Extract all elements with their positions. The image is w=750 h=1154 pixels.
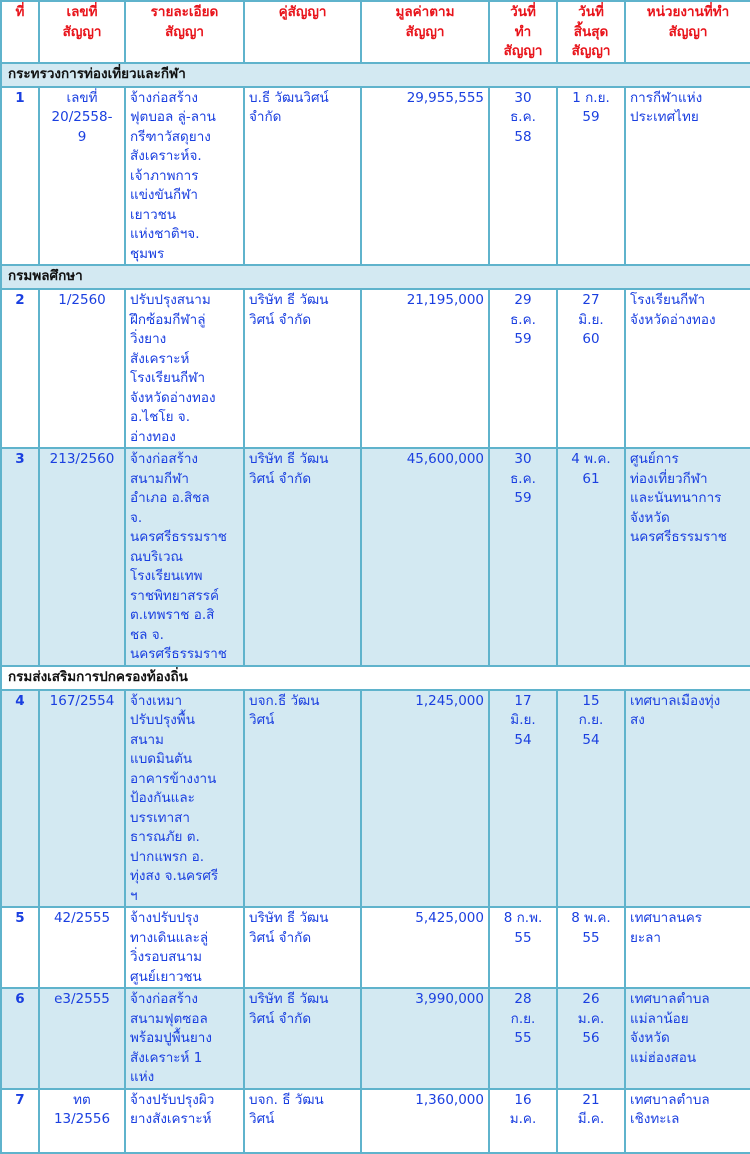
- cell-contractor: บ.ธี วัฒนวิศน์ จำกัด: [243, 85, 362, 266]
- header-col-details: รายละเอียด สัญญา: [124, 0, 245, 64]
- cell-index: 3: [0, 447, 40, 667]
- cell-value: 3,990,000: [360, 987, 490, 1090]
- cell-start-date: 8 ก.พ. 55: [488, 906, 558, 989]
- cell-contract-no: 1/2560: [38, 288, 126, 449]
- cell-index: 7: [0, 1087, 40, 1154]
- table-row: 5 42/2555 จ้างปรับปรุง ทางเดินและลู่ วิ่งร…: [0, 906, 750, 989]
- cell-contractor: บจก. ธี วัฒน วิศน์: [243, 1087, 362, 1154]
- cell-contract-no: 42/2555: [38, 906, 126, 989]
- cell-contract-no: เลขที่ 20/2558- 9: [38, 85, 126, 266]
- header-col-contract-no: เลขที่ สัญญา: [38, 0, 126, 64]
- cell-start-date: 30 ธ.ค. 58: [488, 85, 558, 266]
- cell-contractor: บริษัท ธี วัฒน วิศน์ จำกัด: [243, 987, 362, 1090]
- section-row: กรมส่งเสริมการปกครองท้องถิ่น: [0, 664, 750, 691]
- cell-details: จ้างปรับปรุงผิว ยางสังเคราะห์: [124, 1087, 245, 1154]
- cell-end-date: 27 มิ.ย. 60: [556, 288, 626, 449]
- cell-value: 1,245,000: [360, 688, 490, 908]
- table-row: 2 1/2560 ปรับปรุงสนาม ฝึกซ้อมกีฬาลู่ วิ่งย…: [0, 288, 750, 449]
- cell-contract-no: ทต 13/2556: [38, 1087, 126, 1154]
- cell-agency: การกีฬาแห่ง ประเทศไทย: [624, 85, 750, 266]
- header-row: ที่ เลขที่ สัญญา รายละเอียด สัญญา คู่สัญญาม…: [0, 0, 750, 64]
- cell-details: จ้างก่อสร้าง ฟุตบอล ลู่-ลาน กรีฑาวัสดุยา…: [124, 85, 245, 266]
- cell-start-date: 16 ม.ค.: [488, 1087, 558, 1154]
- header-col-start-date: วันที่ ทำ สัญญา: [488, 0, 558, 64]
- cell-agency: เทศบาลนคร ยะลา: [624, 906, 750, 989]
- cell-value: 21,195,000: [360, 288, 490, 449]
- cell-index: 4: [0, 688, 40, 908]
- section-title: กระทรวงการท่องเที่ยวและกีฬา: [0, 61, 750, 88]
- table-row: 1 เลขที่ 20/2558- 9 จ้างก่อสร้าง ฟุตบอล ลู…: [0, 85, 750, 266]
- cell-contractor: บริษัท ธี วัฒน วิศน์ จำกัด: [243, 447, 362, 667]
- header-col-end-date: วันที่ สิ้นสุด สัญญา: [556, 0, 626, 64]
- cell-agency: โรงเรียนกีฬา จังหวัดอ่างทอง: [624, 288, 750, 449]
- cell-contract-no: 167/2554: [38, 688, 126, 908]
- header-col-agency: หน่วยงานที่ทำ สัญญา: [624, 0, 750, 64]
- cell-details: ปรับปรุงสนาม ฝึกซ้อมกีฬาลู่ วิ่งยาง สังเ…: [124, 288, 245, 449]
- header-col-contractor: คู่สัญญา: [243, 0, 362, 64]
- cell-value: 1,360,000: [360, 1087, 490, 1154]
- cell-value: 5,425,000: [360, 906, 490, 989]
- section-row: กรมพลศึกษา: [0, 264, 750, 290]
- cell-end-date: 21 มี.ค.: [556, 1087, 626, 1154]
- section-row: กระทรวงการท่องเที่ยวและกีฬา: [0, 61, 750, 88]
- cell-details: จ้างก่อสร้าง สนามกีฬา อำเภอ อ.สิชล จ. นค…: [124, 447, 245, 667]
- header-col-index: ที่: [0, 0, 40, 64]
- section-title: กรมส่งเสริมการปกครองท้องถิ่น: [0, 664, 750, 691]
- cell-contractor: บริษัท ธี วัฒน วิศน์ จำกัด: [243, 288, 362, 449]
- table-row: 3 213/2560 จ้างก่อสร้าง สนามกีฬา อำเภอ อ.ส…: [0, 447, 750, 667]
- cell-index: 5: [0, 906, 40, 989]
- header-col-value: มูลค่าตาม สัญญา: [360, 0, 490, 64]
- cell-contract-no: e3/2555: [38, 987, 126, 1090]
- table-row: 7 ทต 13/2556 จ้างปรับปรุงผิว ยางสังเคราะห์…: [0, 1087, 750, 1154]
- cell-end-date: 15 ก.ย. 54: [556, 688, 626, 908]
- cell-agency: ศูนย์การ ท่องเที่ยวกีฬา และนันทนาการ จัง…: [624, 447, 750, 667]
- cell-value: 45,600,000: [360, 447, 490, 667]
- cell-end-date: 1 ก.ย. 59: [556, 85, 626, 266]
- cell-agency: เทศบาลตำบล แม่ลาน้อย จังหวัด แม่ฮ่องสอน: [624, 987, 750, 1090]
- cell-index: 1: [0, 85, 40, 266]
- cell-start-date: 30 ธ.ค. 59: [488, 447, 558, 667]
- cell-contractor: บริษัท ธี วัฒน วิศน์ จำกัด: [243, 906, 362, 989]
- cell-details: จ้างเหมา ปรับปรุงพื้น สนาม แบดมินตัน อาค…: [124, 688, 245, 908]
- cell-index: 2: [0, 288, 40, 449]
- table-row: 4 167/2554 จ้างเหมา ปรับปรุงพื้น สนาม แบดม…: [0, 688, 750, 908]
- cell-end-date: 8 พ.ค. 55: [556, 906, 626, 989]
- cell-index: 6: [0, 987, 40, 1090]
- cell-start-date: 29 ธ.ค. 59: [488, 288, 558, 449]
- cell-end-date: 26 ม.ค. 56: [556, 987, 626, 1090]
- cell-contractor: บจก.ธี วัฒน วิศน์: [243, 688, 362, 908]
- cell-details: จ้างก่อสร้าง สนามฟุตซอล พร้อมปูพื้นยาง ส…: [124, 987, 245, 1090]
- cell-start-date: 28 ก.ย. 55: [488, 987, 558, 1090]
- cell-agency: เทศบาลเมืองทุ่ง สง: [624, 688, 750, 908]
- table-row: 6 e3/2555 จ้างก่อสร้าง สนามฟุตซอล พร้อมปูพ…: [0, 987, 750, 1090]
- cell-details: จ้างปรับปรุง ทางเดินและลู่ วิ่งรอบสนาม ศ…: [124, 906, 245, 989]
- cell-end-date: 4 พ.ค. 61: [556, 447, 626, 667]
- cell-contract-no: 213/2560: [38, 447, 126, 667]
- cell-start-date: 17 มิ.ย. 54: [488, 688, 558, 908]
- section-title: กรมพลศึกษา: [0, 264, 750, 290]
- cell-value: 29,955,555: [360, 85, 490, 266]
- cell-agency: เทศบาลตำบล เชิงทะเล: [624, 1087, 750, 1154]
